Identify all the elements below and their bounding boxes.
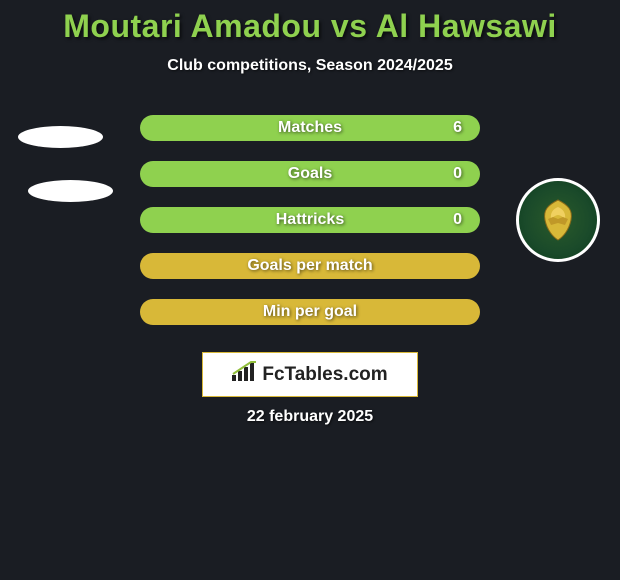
stat-bar: Hattricks 0	[140, 207, 480, 233]
stat-row: Goals 0	[0, 161, 620, 187]
stat-bar: Goals 0	[140, 161, 480, 187]
footer-brand-text: FcTables.com	[262, 364, 387, 386]
subtitle: Club competitions, Season 2024/2025	[0, 57, 620, 75]
bar-chart-icon	[232, 361, 258, 388]
stat-bar: Matches 6	[140, 115, 480, 141]
stat-row: Matches 6	[0, 115, 620, 141]
stat-value: 6	[453, 119, 462, 137]
stat-bar: Min per goal	[140, 299, 480, 325]
page-title: Moutari Amadou vs Al Hawsawi	[0, 0, 620, 45]
comparison-infographic: Moutari Amadou vs Al Hawsawi Club compet…	[0, 0, 620, 580]
stat-row: Hattricks 0	[0, 207, 620, 233]
stat-label: Goals per match	[247, 257, 372, 275]
stat-label: Matches	[278, 119, 342, 137]
stats-bars: Matches 6 Goals 0 Hattricks 0 Goals per match M…	[0, 115, 620, 325]
stat-label: Hattricks	[276, 211, 344, 229]
stat-label: Goals	[288, 165, 332, 183]
footer-brand-logo: FcTables.com	[202, 352, 418, 397]
footer-date: 22 february 2025	[0, 408, 620, 426]
stat-value: 0	[453, 165, 462, 183]
stat-bar: Goals per match	[140, 253, 480, 279]
stat-label: Min per goal	[263, 303, 357, 321]
stat-row: Goals per match	[0, 253, 620, 279]
stat-value: 0	[453, 211, 462, 229]
stat-row: Min per goal	[0, 299, 620, 325]
